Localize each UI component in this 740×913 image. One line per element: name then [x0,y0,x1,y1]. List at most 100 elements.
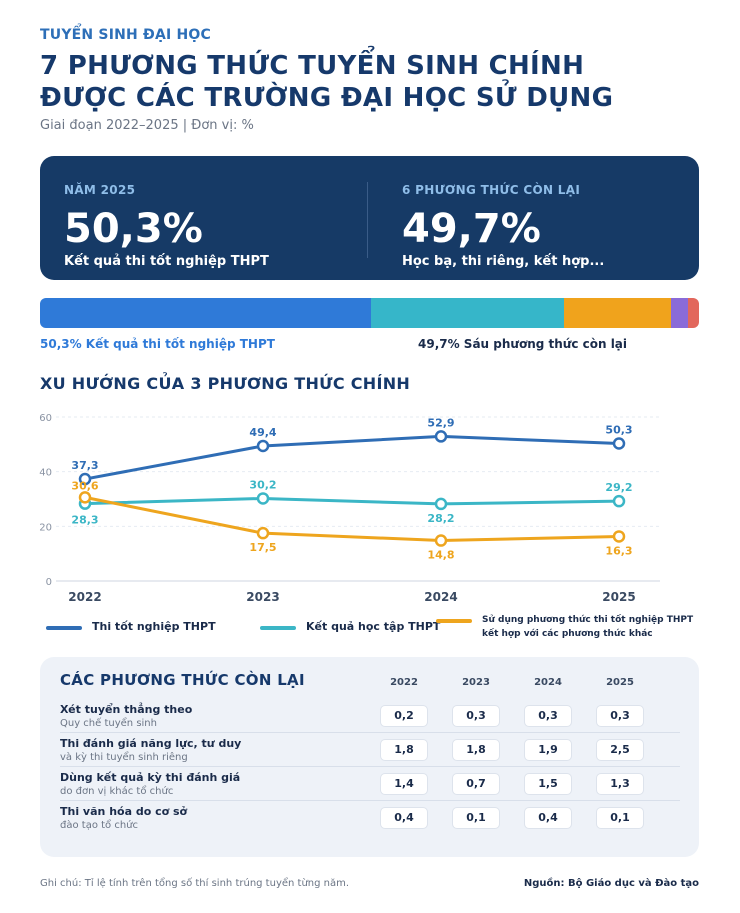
data-label: 29,2 [605,481,632,494]
y-tick-label: 60 [39,413,52,424]
data-label: 28,3 [71,514,98,527]
hero-right-label: 6 PHƯƠNG THỨC CÒN LẠI [402,183,581,197]
stack-segment-2 [563,298,672,328]
data-label: 16,3 [605,544,632,557]
data-label: 28,2 [427,512,454,525]
page-title: 7 PHƯƠNG THỨC TUYỂN SINH CHÍNH ĐƯỢC CÁC … [40,50,720,114]
y-tick-label: 40 [39,468,52,479]
data-label: 17,5 [249,541,276,554]
legend-item-thpt: Thi tốt nghiệp THPT [46,620,216,633]
share-stacked-bar [40,298,699,328]
data-point [78,491,92,504]
table-cell: 0,1 [452,807,500,829]
hero-left: NĂM 2025 50,3% Kết quả thi tốt nghiệp TH… [64,156,364,280]
hero-left-label: NĂM 2025 [64,183,136,197]
row-name: Xét tuyển thẳng theo [60,703,193,716]
hero-right-desc: Học bạ, thi riêng, kết hợp... [402,254,605,269]
table-cell: 0,4 [380,807,428,829]
table-cell: 1,9 [524,739,572,761]
row-divider [60,732,680,733]
x-tick-label: 2022 [68,590,101,604]
table-row: Xét tuyển thẳng theo Quy chế tuyển sinh … [60,703,680,737]
data-point [612,437,626,450]
legend-swatch-hocba [260,626,296,630]
table-cell: 0,1 [596,807,644,829]
legend-swatch-thpt [46,626,82,630]
hero-left-desc: Kết quả thi tốt nghiệp THPT [64,254,269,269]
subtitle: Giai đoạn 2022–2025 | Đơn vị: % [40,118,254,133]
stack-segment-1 [371,298,564,328]
title-line-2: ĐƯỢC CÁC TRƯỜNG ĐẠI HỌC SỬ DỤNG [40,83,614,113]
table-year-head: 2025 [606,677,634,688]
stack-segment-0 [40,298,372,328]
legend-label-combined: Sử dụng phương thức thi tốt nghiệp THPT … [482,613,693,641]
y-tick-label: 20 [39,522,52,533]
stack-right-label: 49,7% Sáu phương thức còn lại [418,337,628,351]
row-sub: và kỳ thi tuyển sinh riêng [60,752,188,763]
legend-swatch-combined [436,619,472,623]
hero-card: NĂM 2025 50,3% Kết quả thi tốt nghiệp TH… [40,156,699,280]
legend-label-combined-line2: kết hợp với các phương thức khác [482,629,653,639]
legend-label-hocba: Kết quả học tập THPT [306,620,441,633]
data-label: 30,6 [71,479,98,492]
other-methods-panel: CÁC PHƯƠNG THỨC CÒN LẠI 2022 2023 2024 2… [40,657,699,857]
stack-segment-3 [671,298,688,328]
series-line [84,434,620,481]
series-line [84,495,620,543]
y-tick-label: 0 [46,577,52,588]
table-year-head: 2022 [390,677,418,688]
table-row: Thi văn hóa do cơ sở đào tạo tổ chức 0,4… [60,805,680,839]
legend-item-combined: Sử dụng phương thức thi tốt nghiệp THPT … [436,613,693,641]
other-methods-title: CÁC PHƯƠNG THỨC CÒN LẠI [60,671,305,689]
table-row: Thi đánh giá năng lực, tư duy và kỳ thi … [60,737,680,771]
table-cell: 1,3 [596,773,644,795]
data-point [256,526,270,540]
table-cell: 0,3 [452,705,500,727]
data-label: 30,2 [249,478,276,491]
hero-right: 6 PHƯƠNG THỨC CÒN LẠI 49,7% Học bạ, thi … [402,156,682,280]
table-cell: 0,3 [524,705,572,727]
data-point [434,497,448,511]
source-credit: Nguồn: Bộ Giáo dục và Đào tạo [523,878,699,889]
table-cell: 0,7 [452,773,500,795]
table-cell: 1,8 [380,739,428,761]
legend-label-thpt: Thi tốt nghiệp THPT [92,620,216,633]
data-point [434,430,448,443]
table-cell: 2,5 [596,739,644,761]
data-label: 49,4 [249,426,276,439]
footnote: Ghi chú: Tỉ lệ tính trên tổng số thí sin… [40,878,350,889]
title-line-1: 7 PHƯƠNG THỨC TUYỂN SINH CHÍNH [40,51,585,81]
trend-line-chart: 0 20 40 60 2022 2023 2024 2025 37,3 49,4 52,9 50,3 2… [39,413,660,604]
row-sub: đào tạo tổ chức [60,820,139,831]
data-label: 50,3 [605,424,632,437]
row-divider [60,766,680,767]
data-label: 37,3 [71,459,98,472]
legend-label-combined-line1: Sử dụng phương thức thi tốt nghiệp THPT [482,615,694,625]
series-line [84,496,620,506]
data-point [256,492,270,505]
data-point [434,534,448,547]
data-point [256,439,270,453]
table-cell: 0,2 [380,705,428,727]
data-point [612,494,626,508]
row-name: Thi đánh giá năng lực, tư duy [60,737,242,750]
x-tick-label: 2024 [424,590,457,604]
row-sub: Quy chế tuyển sinh [60,718,157,729]
stack-left-label: 50,3% Kết quả thi tốt nghiệp THPT [40,337,275,351]
table-cell: 1,4 [380,773,428,795]
table-cell: 1,5 [524,773,572,795]
x-tick-label: 2025 [602,590,635,604]
hero-left-value: 50,3% [64,206,203,252]
table-cell: 0,3 [596,705,644,727]
data-point [612,530,626,543]
legend-item-hocba: Kết quả học tập THPT [260,620,440,633]
kicker: TUYỂN SINH ĐẠI HỌC [40,27,211,43]
hero-divider [367,182,368,258]
row-name: Dùng kết quả kỳ thi đánh giá [60,771,241,784]
table-year-head: 2024 [534,677,562,688]
table-row: Dùng kết quả kỳ thi đánh giá do đơn vị k… [60,771,680,805]
row-divider [60,800,680,801]
data-label: 14,8 [427,549,454,562]
data-label: 52,9 [427,416,454,429]
row-sub: do đơn vị khác tổ chức [60,786,174,797]
